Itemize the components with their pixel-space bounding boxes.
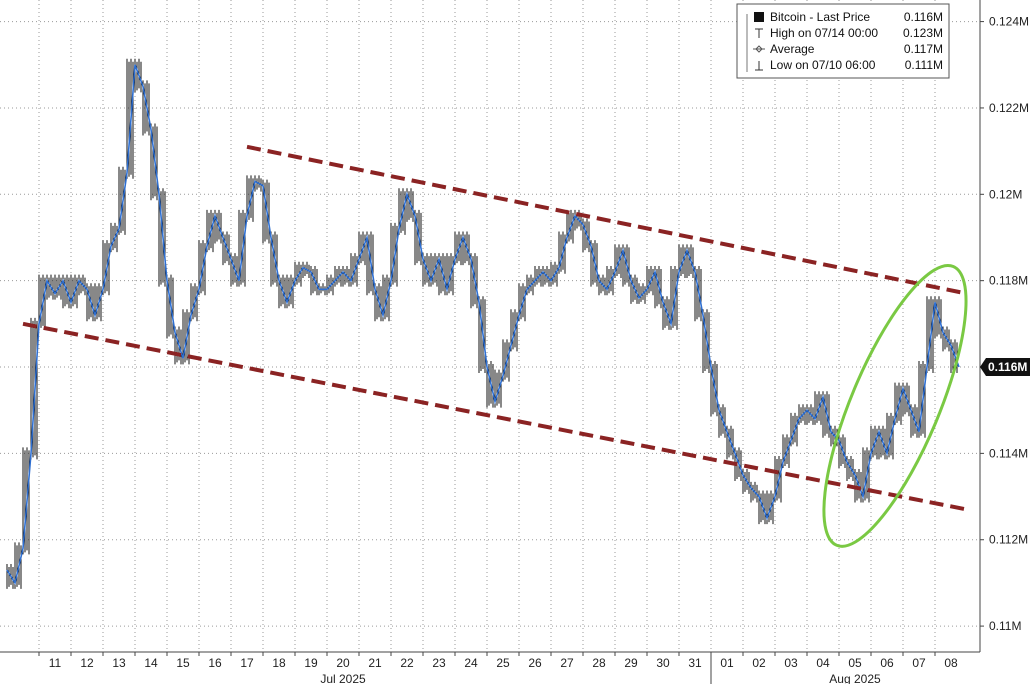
- x-tick-label: 15: [176, 656, 190, 670]
- t-marker-icon: [755, 28, 763, 38]
- legend-entry-value: 0.111M: [905, 58, 943, 72]
- x-tick-label: 03: [784, 656, 798, 670]
- x-tick-label: 23: [432, 656, 446, 670]
- last-price-tag: 0.116M: [980, 358, 1030, 377]
- x-axis: 11 12 13 14 15 16 17 18 19 20 21 22 23 24 25 26 27 28 29 30…: [0, 651, 980, 684]
- month-label: Aug 2025: [829, 672, 881, 684]
- x-tick-label: 28: [592, 656, 606, 670]
- diamond-icon: [753, 45, 765, 53]
- x-tick-label: 31: [688, 656, 702, 670]
- x-tick-label: 13: [112, 656, 126, 670]
- y-tick-label: 0.112M: [989, 533, 1028, 547]
- x-tick-label: 11: [49, 656, 62, 670]
- x-tick-label: 22: [400, 656, 414, 670]
- inverted-t-icon: [755, 61, 763, 71]
- legend-entry-value: 0.123M: [903, 26, 943, 40]
- x-tick-label: 05: [848, 656, 862, 670]
- price-series: [6, 58, 960, 589]
- x-tick-label: 19: [304, 656, 318, 670]
- month-label: Jul 2025: [320, 672, 366, 684]
- x-tick-label: 17: [240, 656, 254, 670]
- x-tick-label: 18: [272, 656, 286, 670]
- legend-entry-label: Bitcoin - Last Price: [770, 10, 870, 24]
- x-tick-label: 25: [496, 656, 510, 670]
- legend-entry-label: Average: [770, 42, 815, 56]
- legend-entry-value: 0.117M: [904, 42, 943, 56]
- x-grid-lines: [38, 0, 936, 652]
- x-tick-label: 01: [720, 656, 734, 670]
- y-tick-label: 0.114M: [989, 446, 1028, 460]
- resistance-support-trendline: [22, 321, 968, 512]
- x-tick-label: 27: [560, 656, 574, 670]
- x-tick-label: 12: [80, 656, 94, 670]
- x-tick-label: 24: [464, 656, 478, 670]
- legend-entry-value: 0.116M: [904, 10, 943, 24]
- x-tick-label: 26: [528, 656, 542, 670]
- highlight-ellipse: [822, 263, 968, 548]
- x-tick-label: 20: [336, 656, 350, 670]
- x-tick-label: 07: [912, 656, 926, 670]
- legend-box: [736, 3, 950, 79]
- y-tick-label: 0.122M: [989, 101, 1029, 115]
- chart-legend: Bitcoin - Last Price 0.116M High on 07/14 …: [736, 3, 950, 79]
- chart-annotations: [22, 144, 968, 548]
- x-tick-label: 14: [144, 656, 158, 670]
- square-icon: [754, 12, 764, 22]
- x-tick-label: 02: [752, 656, 766, 670]
- last-price-label: 0.116M: [988, 360, 1027, 374]
- x-tick-label: 29: [624, 656, 638, 670]
- y-tick-label: 0.118M: [989, 274, 1028, 288]
- x-tick-label: 06: [880, 656, 894, 670]
- y-tick-label: 0.11M: [989, 619, 1021, 633]
- x-tick-label: 30: [656, 656, 670, 670]
- last-price-marker: [980, 358, 1030, 377]
- x-tick-label: 21: [368, 656, 382, 670]
- legend-entry-label: High on 07/14 00:00: [770, 26, 878, 40]
- y-tick-label: 0.12M: [989, 187, 1022, 201]
- legend-entry-label: Low on 07/10 06:00: [770, 58, 876, 72]
- x-tick-label: 04: [816, 656, 830, 670]
- price-line: [6, 64, 960, 585]
- resistance-support-trendline: [246, 144, 968, 296]
- x-tick-label: 08: [944, 656, 958, 670]
- x-tick-label: 16: [208, 656, 222, 670]
- y-tick-label: 0.124M: [989, 15, 1029, 29]
